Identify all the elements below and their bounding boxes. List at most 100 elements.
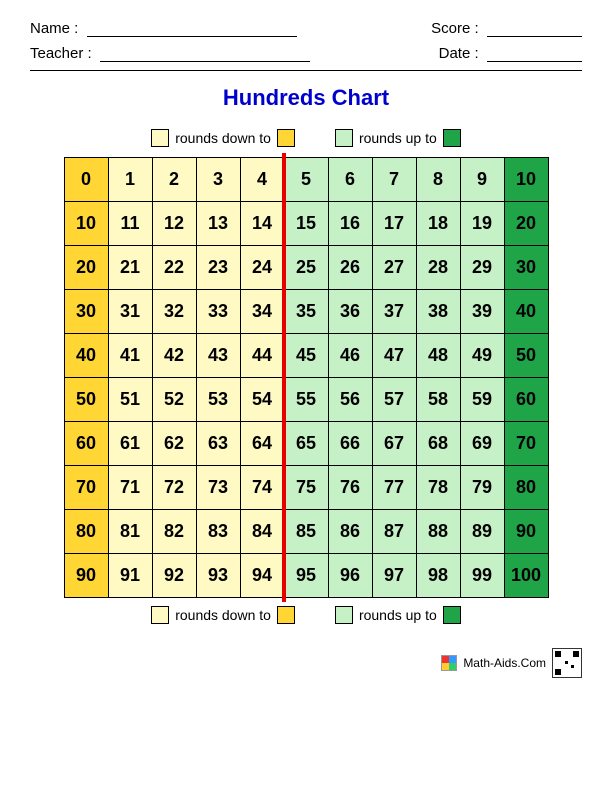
- chart-cell: 76: [328, 466, 372, 510]
- chart-cell: 77: [372, 466, 416, 510]
- chart-cell: 40: [504, 290, 548, 334]
- chart-cell: 29: [460, 246, 504, 290]
- name-label: Name :: [30, 20, 78, 37]
- chart-cell: 5: [284, 158, 328, 202]
- chart-cell: 12: [152, 202, 196, 246]
- chart-cell: 55: [284, 378, 328, 422]
- chart-cell: 79: [460, 466, 504, 510]
- chart-cell: 95: [284, 554, 328, 598]
- swatch-down-light-b: [151, 606, 169, 624]
- chart-cell: 23: [196, 246, 240, 290]
- chart-cell: 0: [64, 158, 108, 202]
- chart-cell: 45: [284, 334, 328, 378]
- chart-cell: 78: [416, 466, 460, 510]
- chart-cell: 67: [372, 422, 416, 466]
- chart-cell: 21: [108, 246, 152, 290]
- chart-cell: 51: [108, 378, 152, 422]
- chart-cell: 40: [64, 334, 108, 378]
- chart-cell: 26: [328, 246, 372, 290]
- chart-cell: 30: [64, 290, 108, 334]
- name-field: Name :: [30, 20, 297, 37]
- chart-table: 0123456789101011121314151617181920202122…: [64, 157, 549, 598]
- chart-cell: 100: [504, 554, 548, 598]
- chart-cell: 58: [416, 378, 460, 422]
- chart-cell: 10: [504, 158, 548, 202]
- chart-cell: 80: [504, 466, 548, 510]
- chart-cell: 27: [372, 246, 416, 290]
- legend-top: rounds down to rounds up to: [30, 129, 582, 147]
- chart-cell: 84: [240, 510, 284, 554]
- chart-cell: 90: [504, 510, 548, 554]
- chart-cell: 98: [416, 554, 460, 598]
- chart-cell: 20: [504, 202, 548, 246]
- chart-cell: 22: [152, 246, 196, 290]
- date-label: Date :: [439, 45, 479, 62]
- chart-cell: 42: [152, 334, 196, 378]
- chart-cell: 97: [372, 554, 416, 598]
- legend-down-text-b: rounds down to: [175, 607, 271, 623]
- chart-cell: 4: [240, 158, 284, 202]
- chart-cell: 13: [196, 202, 240, 246]
- chart-cell: 57: [372, 378, 416, 422]
- chart-cell: 7: [372, 158, 416, 202]
- score-field: Score :: [431, 20, 582, 37]
- chart-cell: 72: [152, 466, 196, 510]
- chart-cell: 41: [108, 334, 152, 378]
- chart-cell: 71: [108, 466, 152, 510]
- chart-cell: 73: [196, 466, 240, 510]
- chart-cell: 91: [108, 554, 152, 598]
- legend-rounds-down-bottom: rounds down to: [151, 606, 295, 624]
- chart-cell: 93: [196, 554, 240, 598]
- chart-cell: 92: [152, 554, 196, 598]
- swatch-up-light: [335, 129, 353, 147]
- chart-cell: 82: [152, 510, 196, 554]
- chart-cell: 11: [108, 202, 152, 246]
- chart-cell: 2: [152, 158, 196, 202]
- legend-rounds-down: rounds down to: [151, 129, 295, 147]
- chart-cell: 10: [64, 202, 108, 246]
- chart-cell: 3: [196, 158, 240, 202]
- chart-cell: 75: [284, 466, 328, 510]
- chart-cell: 46: [328, 334, 372, 378]
- chart-cell: 96: [328, 554, 372, 598]
- chart-cell: 64: [240, 422, 284, 466]
- swatch-up-dark-b: [443, 606, 461, 624]
- swatch-down-dark: [277, 129, 295, 147]
- header-fields: Name : Score : Teacher : Date :: [30, 20, 582, 62]
- legend-up-text-b: rounds up to: [359, 607, 437, 623]
- score-line[interactable]: [487, 21, 582, 37]
- chart-cell: 87: [372, 510, 416, 554]
- date-line[interactable]: [487, 46, 582, 62]
- chart-cell: 50: [64, 378, 108, 422]
- chart-cell: 33: [196, 290, 240, 334]
- chart-cell: 69: [460, 422, 504, 466]
- chart-cell: 60: [504, 378, 548, 422]
- chart-cell: 39: [460, 290, 504, 334]
- swatch-down-dark-b: [277, 606, 295, 624]
- chart-cell: 86: [328, 510, 372, 554]
- chart-cell: 15: [284, 202, 328, 246]
- chart-cell: 36: [328, 290, 372, 334]
- chart-cell: 38: [416, 290, 460, 334]
- legend-bottom: rounds down to rounds up to: [30, 606, 582, 624]
- chart-cell: 47: [372, 334, 416, 378]
- chart-cell: 9: [460, 158, 504, 202]
- chart-cell: 34: [240, 290, 284, 334]
- teacher-line[interactable]: [100, 46, 310, 62]
- chart-cell: 6: [328, 158, 372, 202]
- chart-cell: 66: [328, 422, 372, 466]
- logo-icon: [441, 655, 457, 671]
- score-label: Score :: [431, 20, 479, 37]
- chart-cell: 53: [196, 378, 240, 422]
- chart-cell: 24: [240, 246, 284, 290]
- chart-cell: 48: [416, 334, 460, 378]
- chart-cell: 20: [64, 246, 108, 290]
- chart-cell: 28: [416, 246, 460, 290]
- swatch-down-light: [151, 129, 169, 147]
- name-line[interactable]: [87, 21, 297, 37]
- chart-cell: 70: [504, 422, 548, 466]
- legend-rounds-up: rounds up to: [335, 129, 461, 147]
- footer: Math-Aids.Com: [30, 648, 582, 678]
- chart-cell: 35: [284, 290, 328, 334]
- chart-cell: 49: [460, 334, 504, 378]
